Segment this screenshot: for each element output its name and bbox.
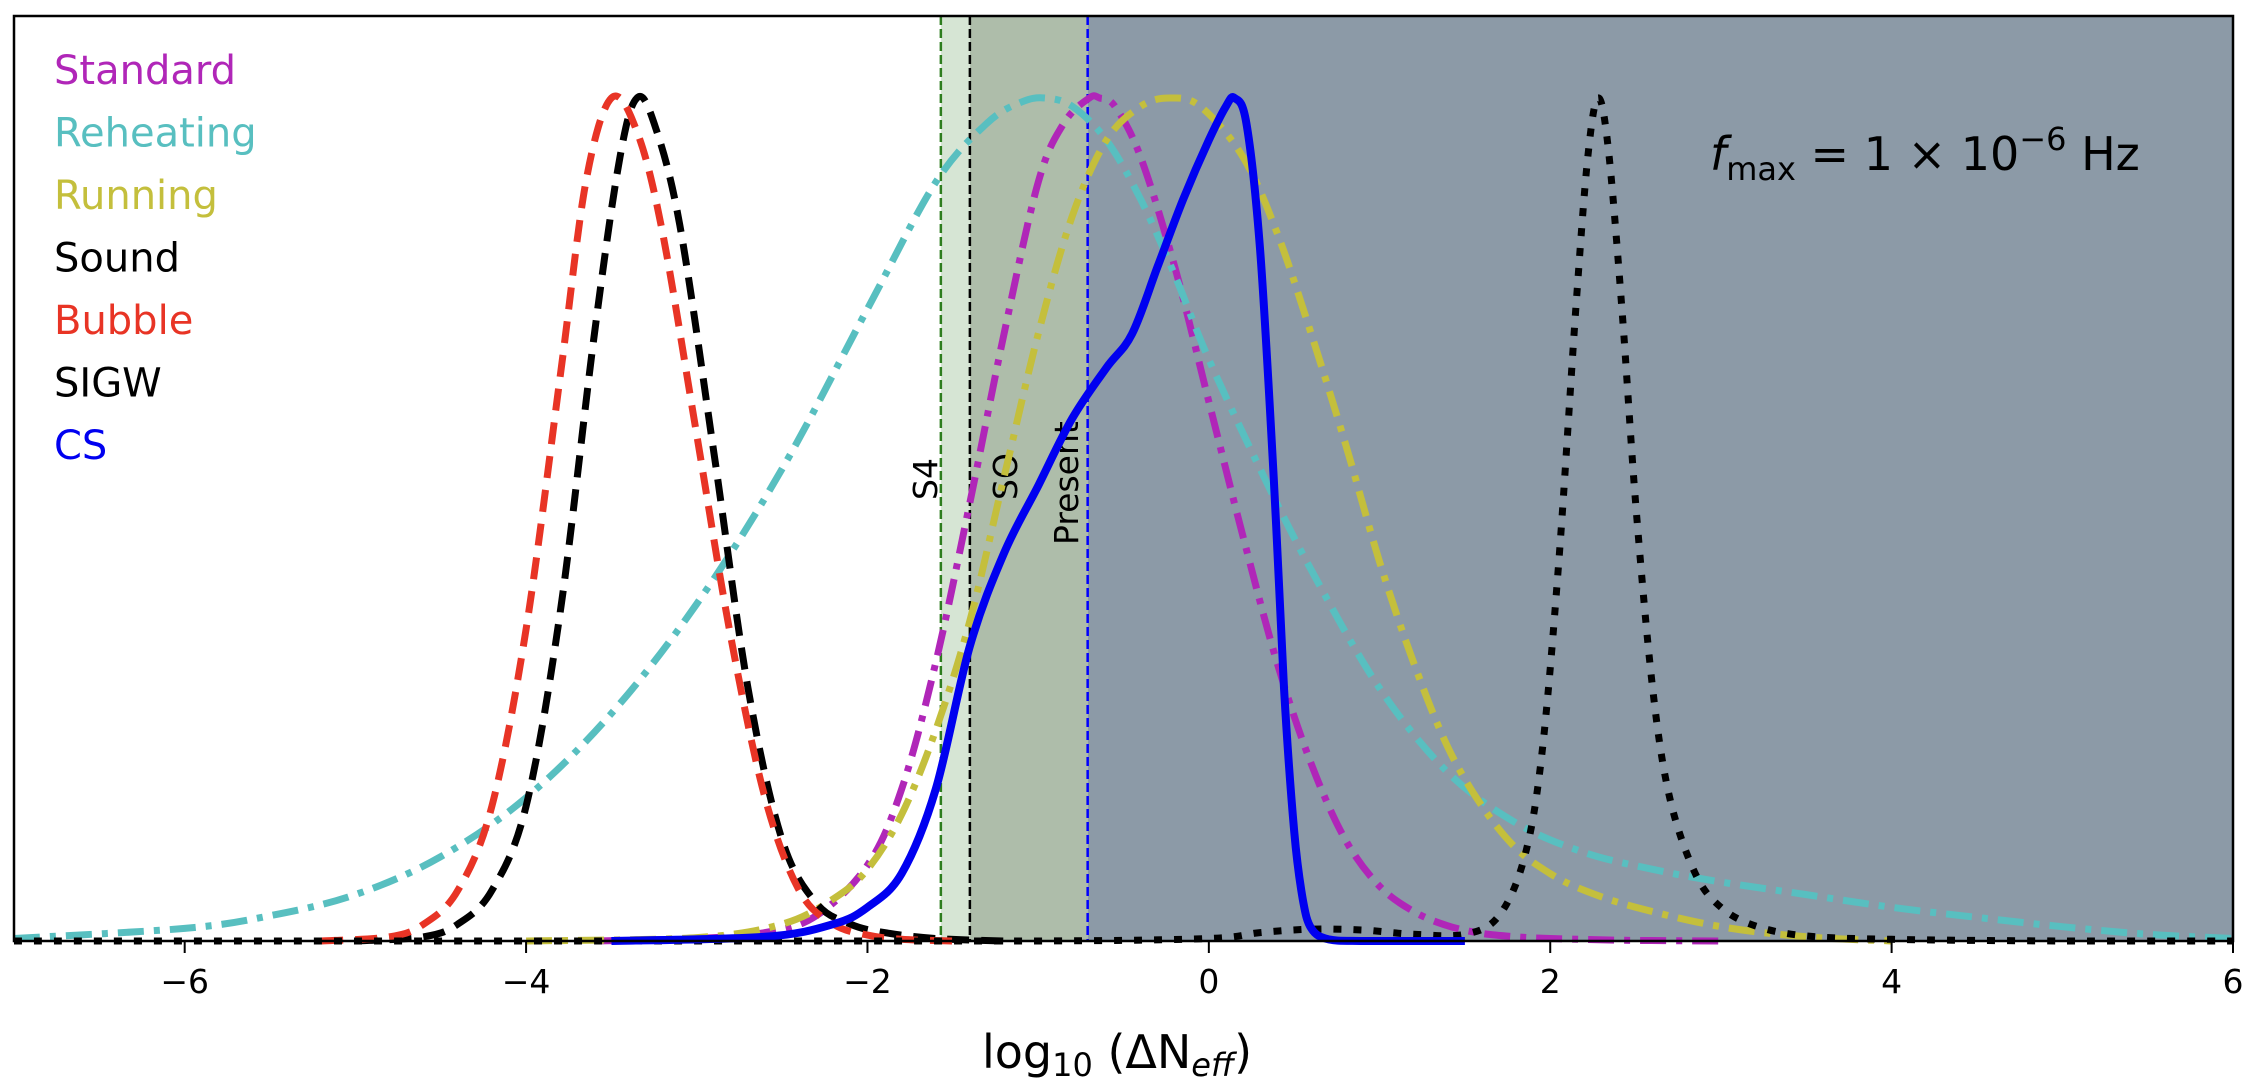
legend-item-running: Running: [54, 173, 218, 219]
curve-running: [526, 94, 1892, 945]
legend-item-standard: Standard: [54, 48, 236, 94]
legend-item-reheating: Reheating: [54, 111, 257, 157]
plot-frame: [12, 14, 2235, 943]
x-tick-label: 6: [2223, 962, 2244, 1001]
legend: Standard Reheating Running Sound Bubble SIGW C…: [54, 48, 257, 469]
legend-item-sigw: SIGW: [54, 361, 162, 407]
x-tick-label: 0: [1198, 962, 1219, 1001]
legend-item-sound: Sound: [54, 236, 180, 282]
curve-standard: [594, 92, 1721, 945]
curve-bubble: [320, 92, 953, 945]
shaded-regions: [940, 16, 2233, 941]
constraint-lines: [939, 16, 1089, 941]
present-label: Present: [1047, 421, 1086, 545]
x-tick-label: 2: [1540, 962, 1561, 1001]
x-tick-label: −6: [160, 962, 209, 1001]
region-so: [969, 16, 1088, 941]
fmax-annotation: fmax = 1 × 10−6 Hz: [1710, 120, 2140, 188]
x-tick-label: 4: [1881, 962, 1902, 1001]
x-tick-label: −2: [843, 962, 892, 1001]
curve-cs: [611, 93, 1465, 946]
x-axis-label: log10 (ΔNeff): [982, 1025, 1252, 1084]
legend-item-cs: CS: [54, 423, 107, 469]
x-tick-label: −4: [502, 962, 551, 1001]
constraint-labels: S4 SO Present: [906, 421, 1086, 545]
curve-sound: [355, 93, 1005, 945]
plot-curves: [13, 92, 2234, 946]
x-axis-ticks: −6 −4 −2 0 2 4 6: [160, 941, 2244, 1001]
legend-item-bubble: Bubble: [54, 298, 193, 344]
s4-label: S4: [906, 458, 945, 500]
region-present: [1087, 16, 2233, 941]
